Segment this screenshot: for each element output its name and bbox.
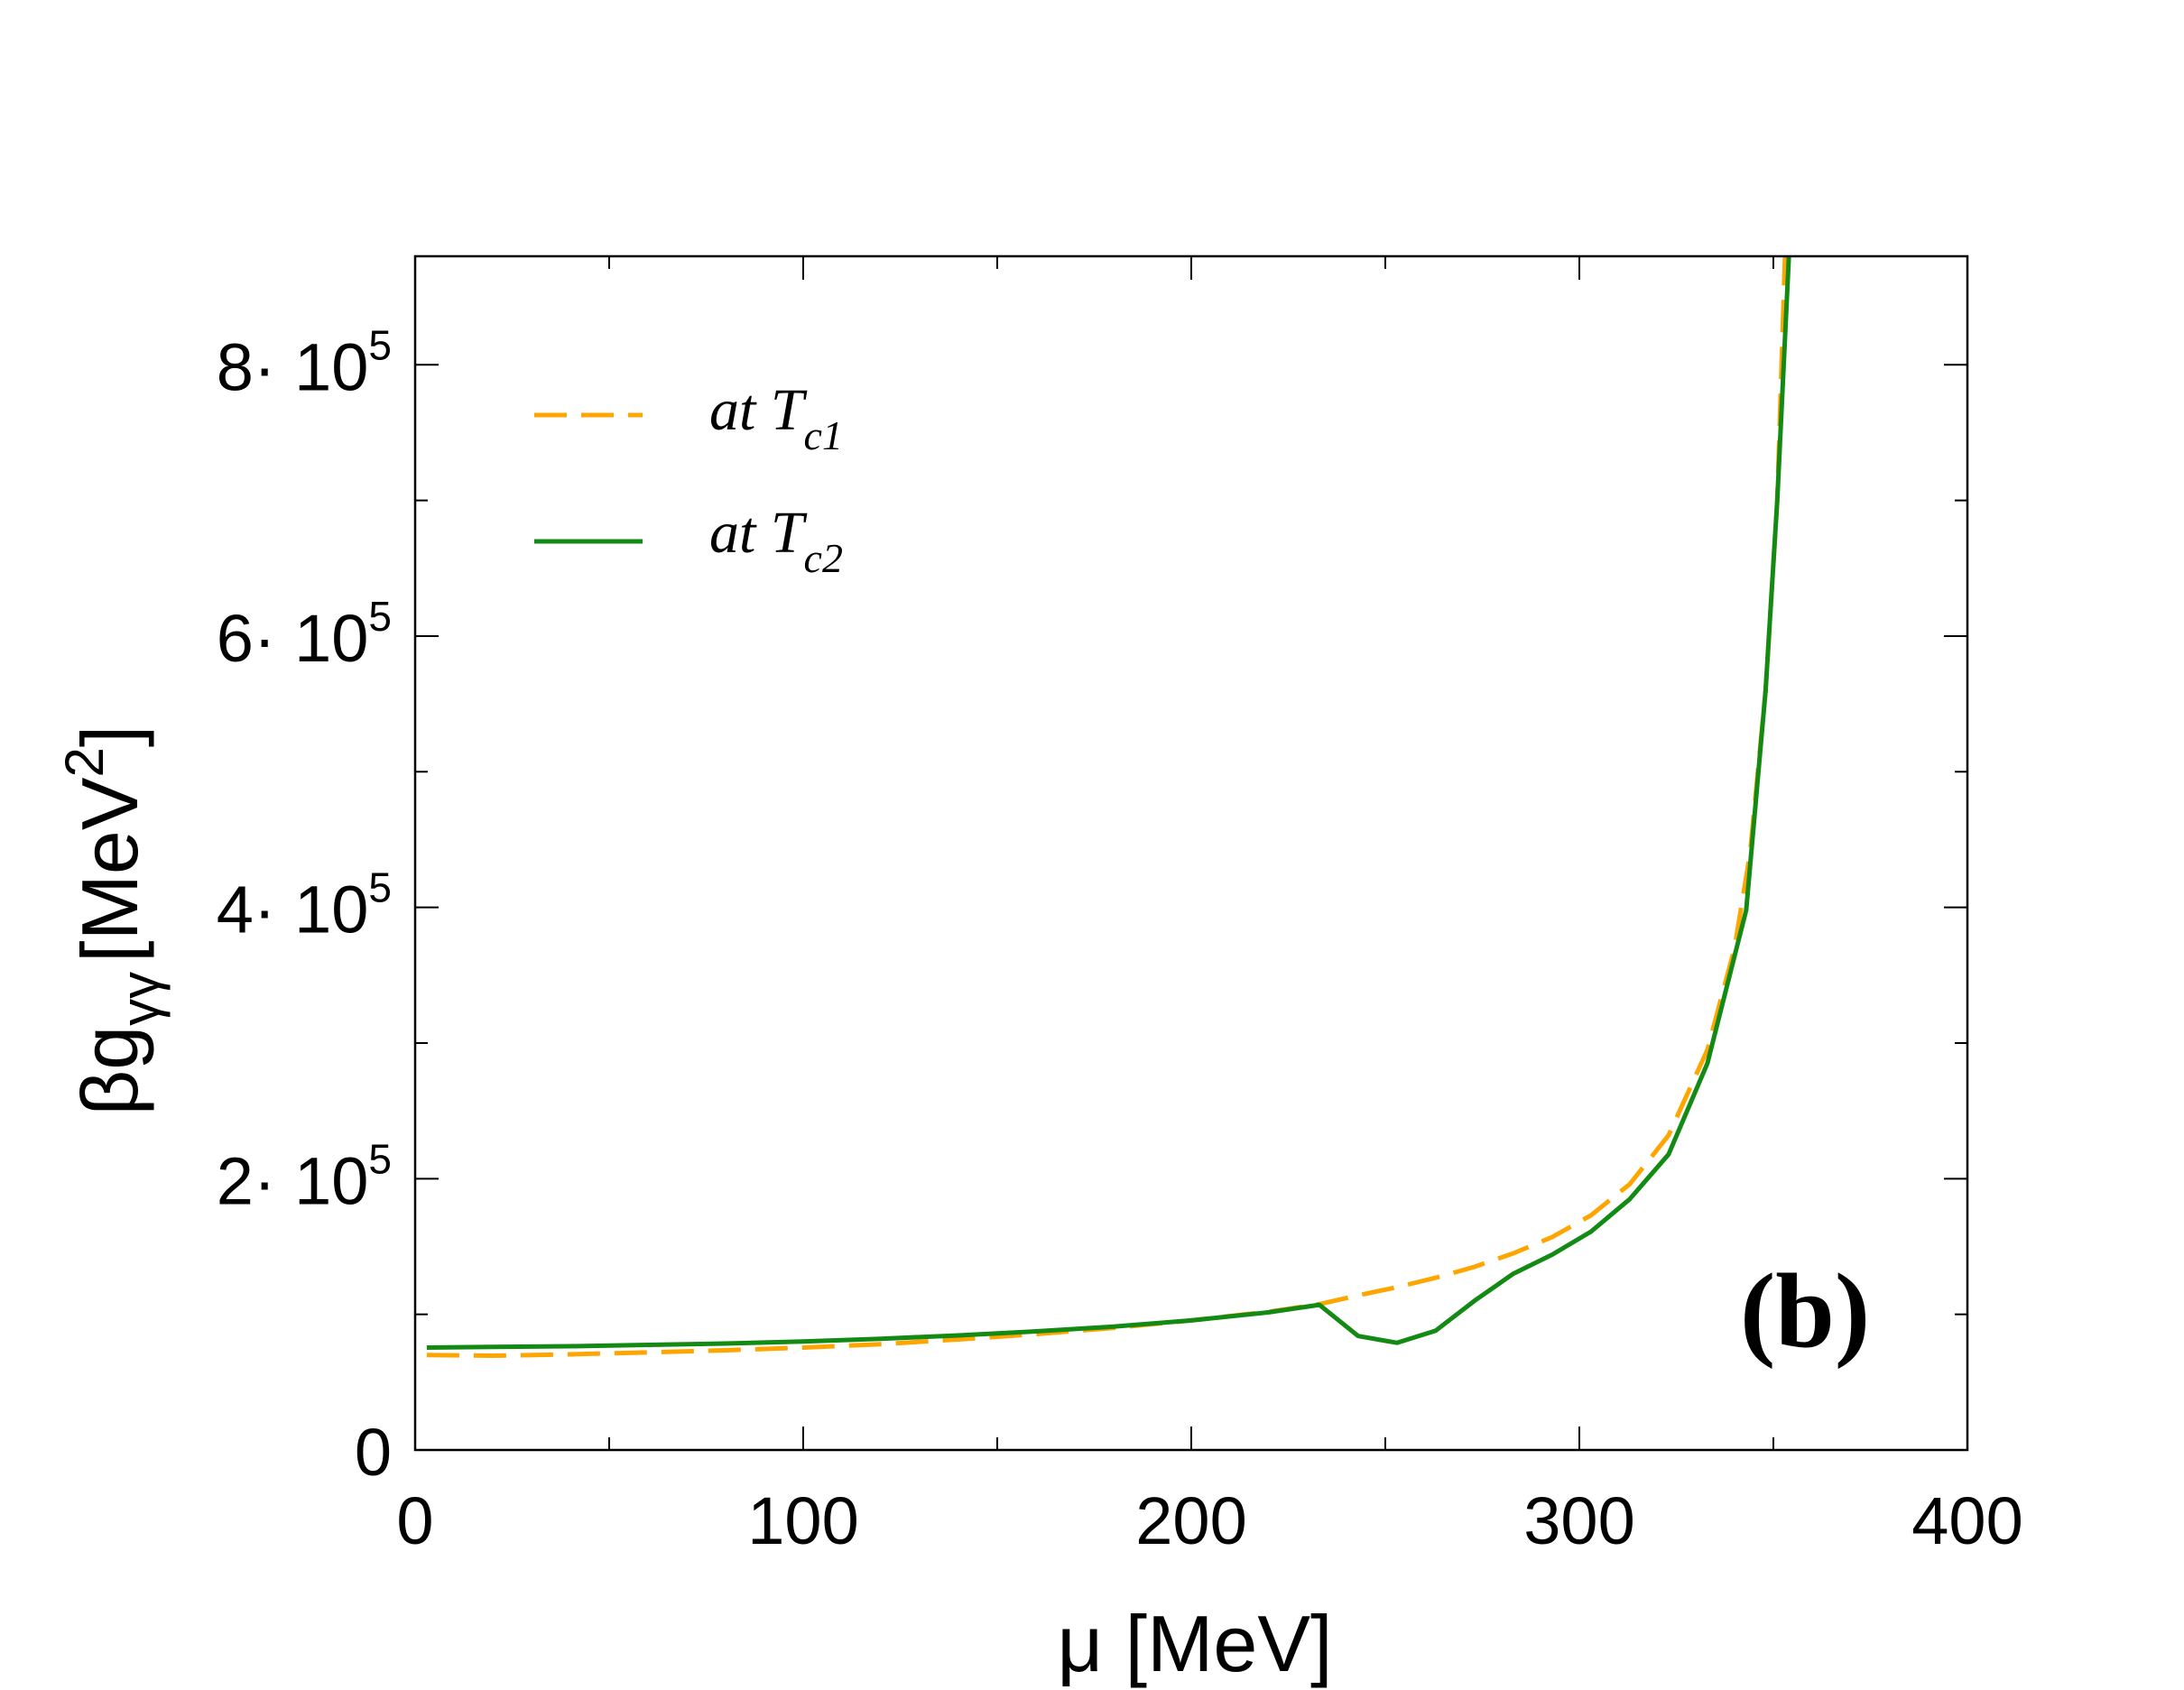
y-tick-exponent: 5 <box>368 864 392 911</box>
y-tick-label: 8· 105 <box>217 321 392 404</box>
plot-area <box>415 256 1967 1450</box>
x-tick-label: 0 <box>396 1483 433 1558</box>
x-tick-label: 400 <box>1911 1483 2022 1558</box>
y-tick-label: 2· 105 <box>217 1135 392 1218</box>
x-axis-label: μ [MeV] <box>1058 1599 1333 1688</box>
series-layer <box>426 256 1791 1358</box>
series-line-1 <box>426 256 1788 1358</box>
legend-label-series-1: at Tc1 <box>709 377 843 458</box>
panel-label: (b) <box>1740 1251 1870 1370</box>
y-tick-mantissa: 6· 10 <box>217 601 369 676</box>
y-axis-label: βgγγ[MeV2] <box>54 725 171 1116</box>
y-tick-label: 0 <box>355 1415 392 1490</box>
y-tick-mantissa: 2· 10 <box>217 1143 369 1218</box>
y-tick-exponent: 5 <box>368 593 392 640</box>
legend: at Tc1 at Tc2 <box>534 377 843 581</box>
plot-background <box>415 256 1967 1450</box>
y-tick-mantissa: 4· 10 <box>217 873 369 947</box>
y-tick-exponent: 5 <box>368 321 392 368</box>
series-line-2 <box>426 256 1791 1350</box>
y-tick-label: 4· 105 <box>217 864 392 947</box>
y-tick-exponent: 5 <box>368 1135 392 1182</box>
x-tick-label: 100 <box>747 1483 858 1558</box>
x-tick-label: 200 <box>1135 1483 1246 1558</box>
y-tick-mantissa: 8· 10 <box>217 329 369 404</box>
x-tick-label: 300 <box>1523 1483 1634 1558</box>
y-tick-label: 6· 105 <box>217 593 392 676</box>
legend-label-series-2: at Tc2 <box>709 500 843 581</box>
